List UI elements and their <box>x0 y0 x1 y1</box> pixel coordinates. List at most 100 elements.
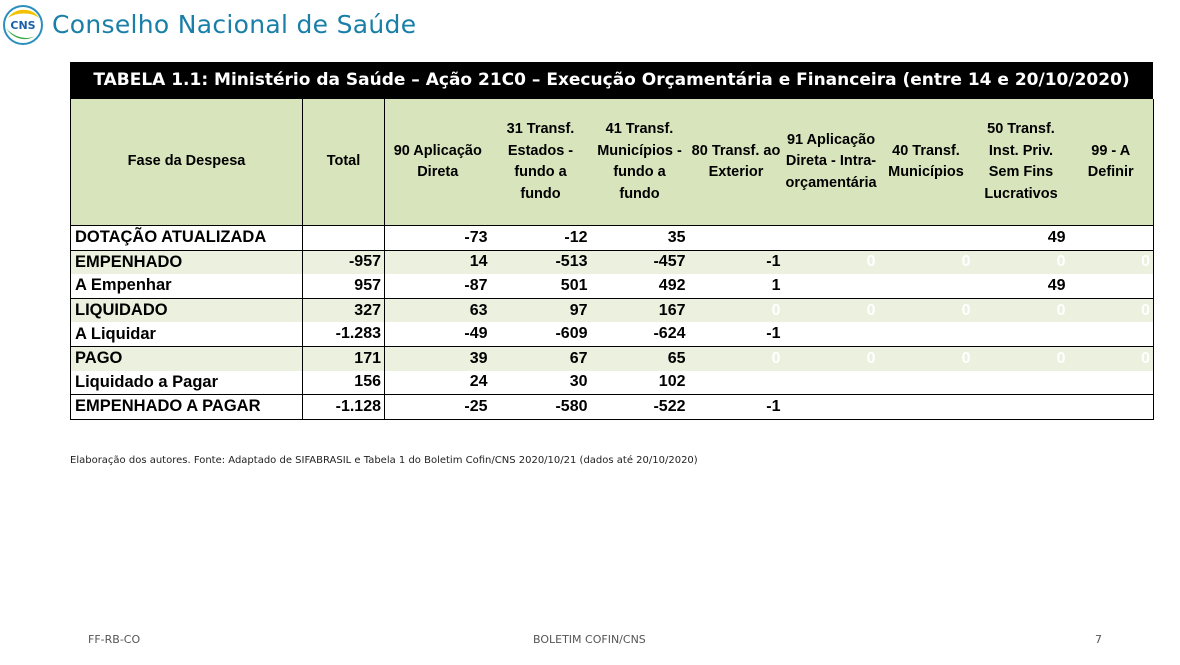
value-cell: 102 <box>591 371 689 395</box>
cell-text: 0 <box>1141 301 1150 319</box>
page-number: 7 <box>1095 633 1102 646</box>
total-cell: -1.128 <box>302 394 385 420</box>
column-header: 80 Transf. ao Exterior <box>688 99 784 226</box>
value-cell: 0 <box>878 297 974 323</box>
table-row: EMPENHADO A PAGAR -1.128 -25 -580 -522 -1 <box>70 394 1154 420</box>
value-cell: -457 <box>590 249 689 275</box>
value-cell <box>879 274 974 298</box>
value-cell: -1 <box>688 394 784 420</box>
cell-text: -457 <box>653 253 686 271</box>
cell-text: 0 <box>771 301 781 319</box>
total-cell: 327 <box>302 297 385 323</box>
value-cell <box>1069 322 1154 346</box>
table-header-row: Fase da Despesa Total 90 Aplicação Diret… <box>70 99 1154 226</box>
row-label: DOTAÇÃO ATUALIZADA <box>70 225 303 251</box>
column-header: 31 Transf. Estados - fundo a fundo <box>490 99 591 226</box>
cell-text: 0 <box>961 301 971 319</box>
value-cell: 49 <box>974 226 1069 251</box>
value-cell: 0 <box>878 345 974 371</box>
value-cell <box>784 371 879 395</box>
table-title: TABELA 1.1: Ministério da Saúde – Ação 2… <box>70 62 1153 99</box>
cell-text: 0 <box>771 349 781 367</box>
cell-text: 67 <box>569 349 588 367</box>
total-cell <box>302 225 385 251</box>
budget-table-container: TABELA 1.1: Ministério da Saúde – Ação 2… <box>70 62 1154 420</box>
value-cell: 14 <box>384 249 491 275</box>
table-row: Liquidado a Pagar 156 24 30 102 <box>70 370 1154 395</box>
value-cell <box>1069 226 1154 251</box>
cell-text: -609 <box>555 325 588 343</box>
cell-text: 0 <box>866 349 876 367</box>
value-cell: -73 <box>385 226 491 251</box>
cell-text: 492 <box>658 276 686 294</box>
value-cell: 67 <box>490 345 591 371</box>
value-cell: -49 <box>385 322 491 346</box>
value-cell <box>879 371 974 395</box>
column-header: Fase da Despesa <box>70 99 303 226</box>
footer-center: BOLETIM COFIN/CNS <box>533 633 646 646</box>
cell-text: -1.128 <box>335 397 381 415</box>
cell-text: Liquidado a Pagar <box>75 372 219 391</box>
table-row: A Liquidar -1.283 -49 -609 -624 -1 <box>70 322 1154 347</box>
value-cell <box>879 322 974 346</box>
total-cell: -957 <box>302 249 385 275</box>
value-cell <box>784 274 879 298</box>
value-cell <box>1069 274 1154 298</box>
value-cell <box>974 322 1069 346</box>
value-cell <box>878 394 974 420</box>
value-cell: 30 <box>491 371 591 395</box>
cell-text: -87 <box>464 276 488 294</box>
cell-text: -513 <box>555 253 588 271</box>
cell-text: -522 <box>653 397 686 415</box>
cell-text: -73 <box>464 228 488 246</box>
value-cell: 501 <box>491 274 591 298</box>
value-cell: 49 <box>974 274 1069 298</box>
value-cell: 65 <box>590 345 689 371</box>
column-header: 41 Transf. Municípios - fundo a fundo <box>590 99 689 226</box>
cell-text: 1 <box>771 276 781 294</box>
cell-text: 0 <box>866 301 876 319</box>
cell-text: 63 <box>469 301 488 319</box>
cell-text: 65 <box>667 349 686 367</box>
cell-text: 327 <box>354 301 381 319</box>
column-header: 50 Transf. Inst. Priv. Sem Fins Lucrativ… <box>973 99 1069 226</box>
value-cell: 35 <box>591 226 689 251</box>
row-label: Liquidado a Pagar <box>70 370 303 395</box>
cell-text: 0 <box>1141 253 1150 271</box>
value-cell: -513 <box>490 249 591 275</box>
value-cell: -87 <box>385 274 491 298</box>
cell-text: EMPENHADO <box>75 252 183 271</box>
cell-text: -624 <box>653 325 686 343</box>
value-cell <box>784 322 879 346</box>
value-cell: 0 <box>1068 297 1154 323</box>
cell-text: 0 <box>1056 253 1066 271</box>
value-cell: 0 <box>973 345 1069 371</box>
row-label: A Empenhar <box>70 274 303 299</box>
table-body: DOTAÇÃO ATUALIZADA -73 -12 35 49 EMPENHADO -95… <box>70 225 1154 420</box>
value-cell <box>879 226 974 251</box>
value-cell <box>689 226 784 251</box>
cell-text: LIQUIDADO <box>75 301 168 320</box>
cell-text: 0 <box>961 349 971 367</box>
total-cell: 171 <box>302 345 385 371</box>
cell-text: 49 <box>1047 228 1066 246</box>
source-note: Elaboração dos autores. Fonte: Adaptado … <box>70 455 698 466</box>
value-cell <box>973 394 1069 420</box>
value-cell <box>783 394 879 420</box>
column-header: 90 Aplicação Direta <box>384 99 491 226</box>
table-row: A Empenhar 957 -87 501 492 1 49 <box>70 274 1154 299</box>
cell-text: 957 <box>354 276 381 294</box>
cell-text: 167 <box>658 301 686 319</box>
cell-text: 0 <box>1141 349 1150 367</box>
value-cell: 0 <box>783 297 879 323</box>
cell-text: -1 <box>766 253 781 271</box>
value-cell: 0 <box>973 297 1069 323</box>
budget-table: Fase da Despesa Total 90 Aplicação Diret… <box>70 99 1154 420</box>
page-header: CNS Conselho Nacional de Saúde <box>0 0 600 52</box>
cell-text: PAGO <box>75 349 123 368</box>
value-cell: 1 <box>689 274 784 298</box>
column-header: 91 Aplicação Direta - Intra-orçamentária <box>783 99 879 226</box>
value-cell: 492 <box>591 274 689 298</box>
cell-text: 24 <box>469 373 488 391</box>
value-cell: 0 <box>688 297 784 323</box>
